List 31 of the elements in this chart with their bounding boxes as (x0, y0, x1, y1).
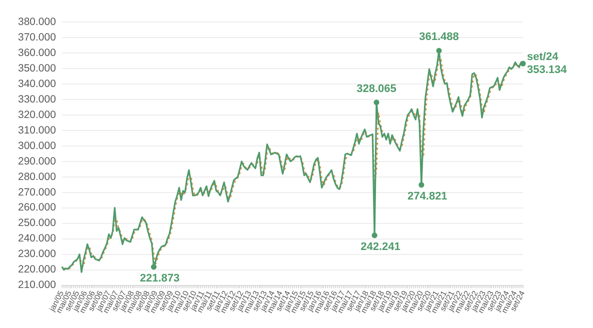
y-tick-label: 340.000 (18, 78, 56, 90)
data-label: 353.134 (527, 64, 568, 76)
point (374, 100, 380, 106)
y-tick-label: 270.000 (18, 186, 56, 198)
point (418, 182, 424, 188)
data-label: 328.065 (356, 82, 396, 95)
y-tick-label: 210.000 (18, 279, 56, 292)
y-tick-label: 250.000 (18, 217, 56, 230)
y-tick-label: 220.000 (18, 264, 56, 276)
point (436, 48, 442, 54)
point (372, 232, 378, 238)
y-tick-label: 290.000 (18, 155, 56, 168)
data-label: 221.873 (140, 272, 180, 284)
data-label: 242.241 (360, 240, 400, 253)
point (150, 264, 157, 270)
y-tick-label: 230.000 (18, 248, 56, 260)
data-label: 361.488 (419, 31, 459, 44)
y-tick-label: 330.000 (18, 93, 56, 106)
y-tick-label: 260.000 (18, 202, 56, 214)
y-tick-label: 300.000 (18, 140, 56, 152)
point (520, 60, 526, 66)
y-tick-label: 310.000 (18, 124, 56, 136)
y-tick-label: 320.000 (18, 108, 56, 121)
annotation: set/24 (527, 51, 560, 64)
y-tick-label: 370.000 (18, 31, 56, 44)
y-tick-label: 350.000 (18, 62, 56, 74)
y-tick-label: 240.000 (18, 232, 56, 245)
y-tick-label: 360.000 (18, 46, 56, 59)
data-label: 274.821 (408, 190, 448, 202)
y-tick-label: 380.000 (18, 16, 56, 28)
y-tick-label: 280.000 (18, 170, 56, 183)
